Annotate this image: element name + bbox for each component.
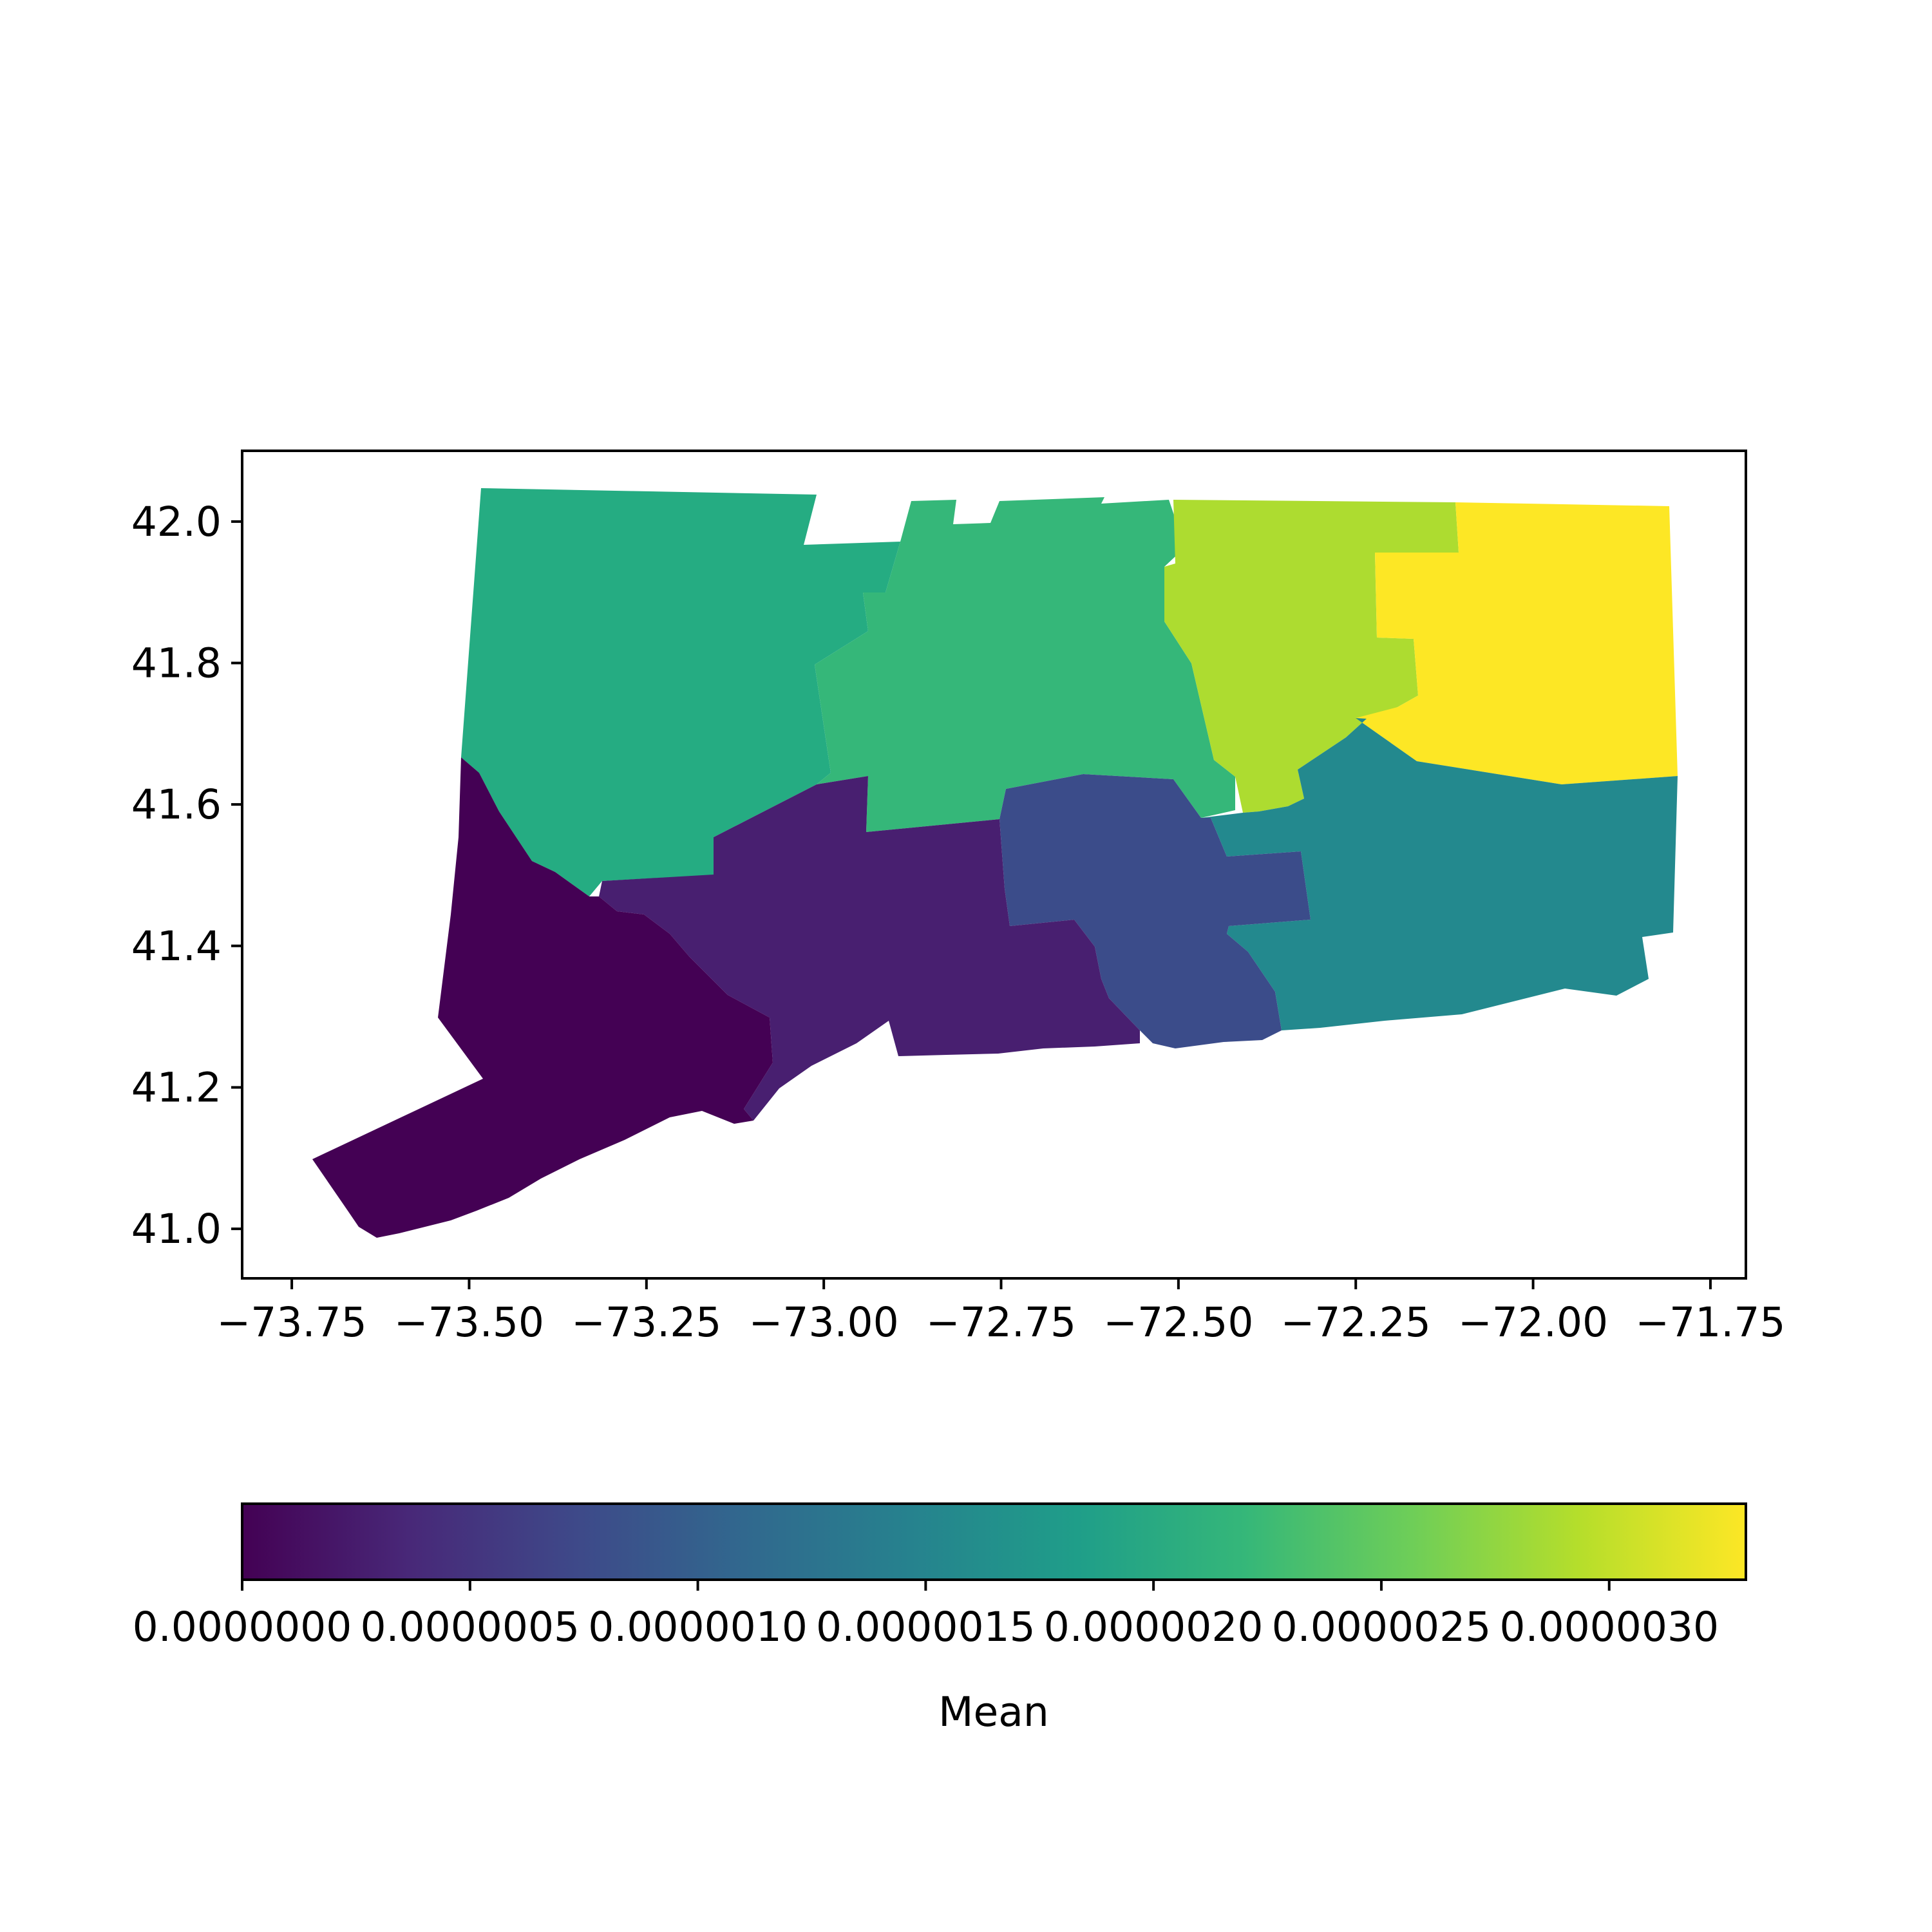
colorbar-gradient <box>241 1502 1747 1581</box>
colorbar-tick-label: 0.0000005 <box>360 1604 580 1651</box>
colorbar-tick-label: 0.0000000 <box>133 1604 352 1651</box>
x-tick-label: −72.25 <box>1281 1299 1431 1346</box>
x-tick-label: −73.00 <box>749 1299 899 1346</box>
map-regions <box>312 488 1678 1238</box>
y-tick-label: 42.0 <box>131 498 222 545</box>
y-axis-ticks: 41.0 41.2 41.4 41.6 41.8 42.0 <box>131 498 242 1253</box>
x-tick-label: −73.75 <box>217 1299 367 1346</box>
colorbar-title: Mean <box>938 1689 1049 1736</box>
region-hartford <box>815 497 1235 832</box>
region-tolland <box>1164 500 1459 813</box>
colorbar-tick-label: 0.0000030 <box>1499 1604 1719 1651</box>
colorbar: 0.0000000 0.0000005 0.0000010 0.0000015 0.00… <box>133 1502 1747 1736</box>
region-fairfield <box>312 757 773 1238</box>
y-tick-label: 41.8 <box>131 639 222 687</box>
x-tick-label: −73.25 <box>571 1299 721 1346</box>
y-tick-label: 41.2 <box>131 1064 222 1111</box>
y-tick-label: 41.4 <box>131 923 222 970</box>
colorbar-tick-label: 0.0000015 <box>816 1604 1036 1651</box>
x-axis-ticks: −73.75 −73.50 −73.25 −73.00 −72.75 −72.50 −72.… <box>217 1278 1786 1346</box>
region-windham <box>1356 502 1678 784</box>
colorbar-tick-label: 0.0000010 <box>588 1604 808 1651</box>
y-tick-label: 41.6 <box>131 781 222 828</box>
map-plot-frame <box>241 450 1747 1280</box>
colorbar-tick-label: 0.0000025 <box>1272 1604 1492 1651</box>
region-litchfield <box>461 488 900 896</box>
colorbar-ticks: 0.0000000 0.0000005 0.0000010 0.0000015 0.00… <box>133 1580 1719 1651</box>
x-tick-label: −73.50 <box>394 1299 544 1346</box>
x-tick-label: −71.75 <box>1635 1299 1785 1346</box>
y-tick-label: 41.0 <box>131 1206 222 1253</box>
region-new-london <box>1201 718 1678 1030</box>
region-new-haven <box>599 776 1140 1121</box>
map-axes: −73.75 −73.50 −73.25 −73.00 −72.75 −72.50 −72.… <box>131 450 1786 1346</box>
region-middlesex <box>999 774 1311 1048</box>
x-tick-label: −72.00 <box>1458 1299 1608 1346</box>
x-tick-label: −72.50 <box>1103 1299 1253 1346</box>
x-tick-label: −72.75 <box>926 1299 1076 1346</box>
colorbar-tick-label: 0.0000020 <box>1044 1604 1264 1651</box>
